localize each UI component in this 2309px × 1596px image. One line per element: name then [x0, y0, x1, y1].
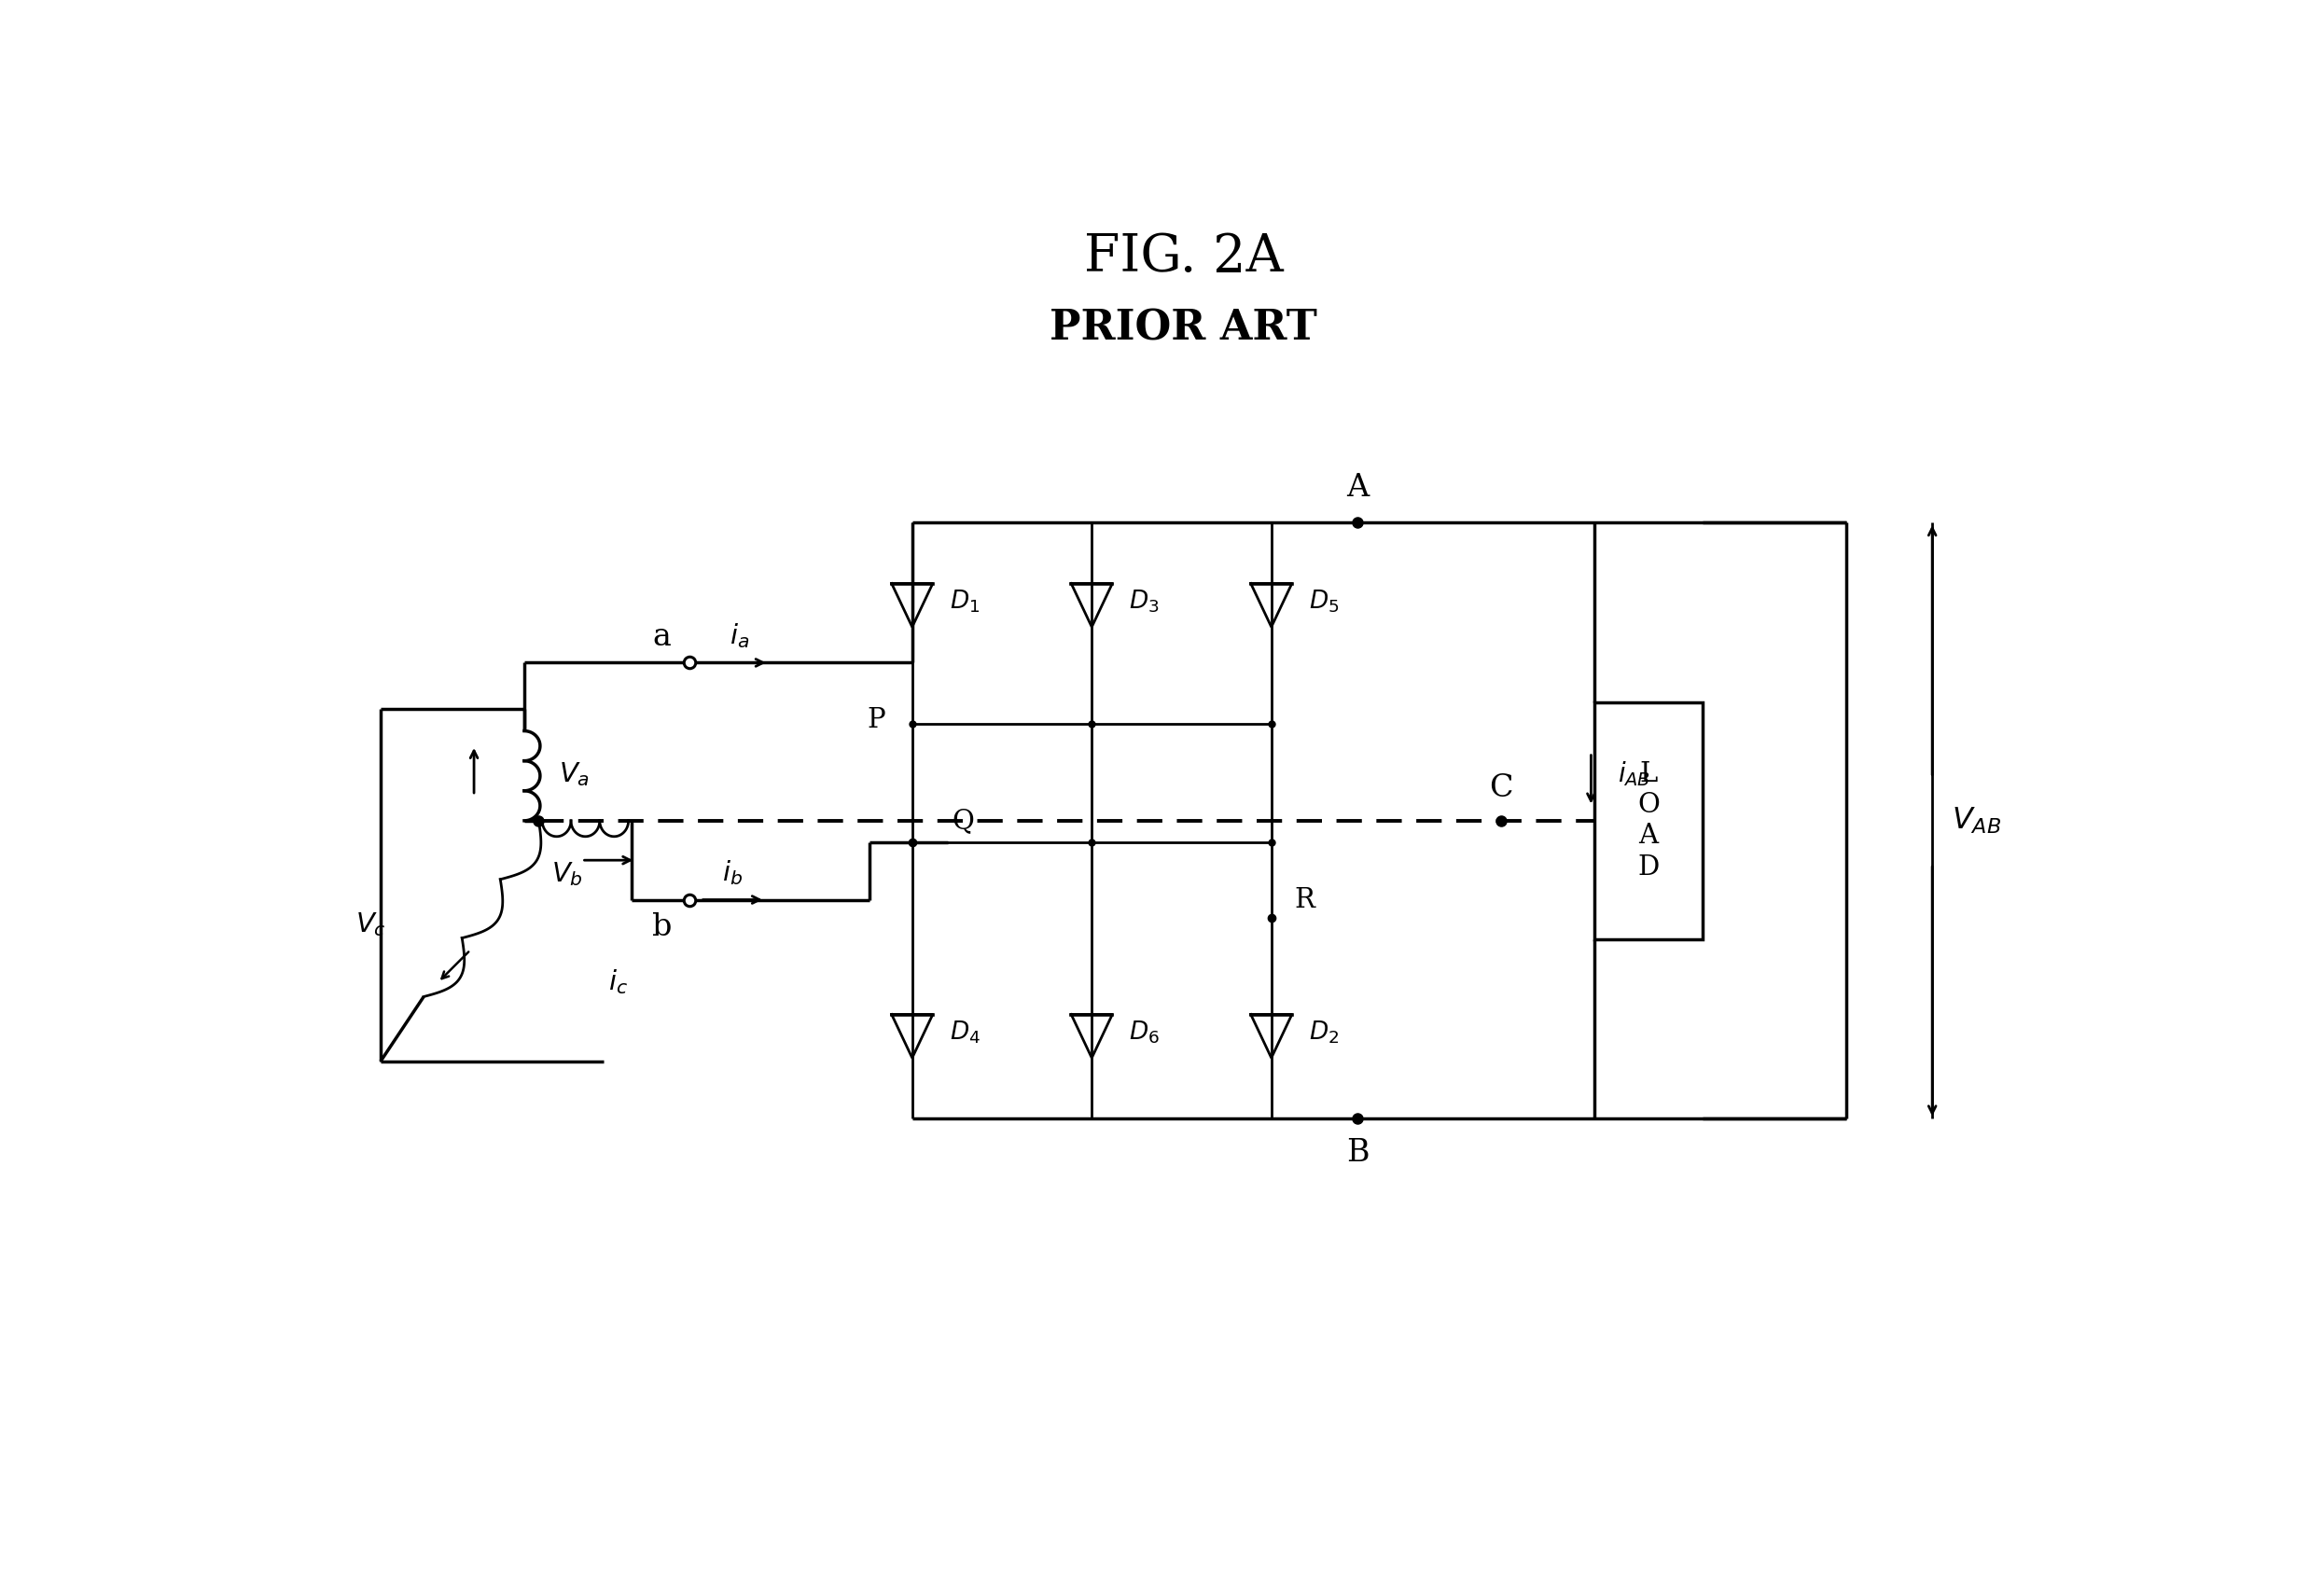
Text: PRIOR ART: PRIOR ART [1051, 308, 1316, 350]
Text: b: b [651, 911, 672, 942]
Text: $D_4$: $D_4$ [949, 1020, 981, 1045]
Text: C: C [1489, 774, 1512, 803]
Text: Q: Q [951, 808, 974, 833]
Text: A: A [1346, 474, 1369, 503]
Text: $V_{AB}$: $V_{AB}$ [1951, 806, 2002, 836]
Text: R: R [1295, 887, 1314, 913]
Text: O: O [1637, 792, 1660, 819]
Text: $V_a$: $V_a$ [559, 760, 591, 788]
Text: $i_{AB}$: $i_{AB}$ [1619, 760, 1651, 788]
Text: P: P [866, 707, 884, 733]
Text: $D_5$: $D_5$ [1309, 589, 1339, 614]
Text: L: L [1639, 761, 1658, 787]
Text: $V_b$: $V_b$ [552, 860, 584, 889]
Text: a: a [653, 622, 672, 653]
Text: $i_c$: $i_c$ [607, 967, 628, 996]
Text: $i_a$: $i_a$ [730, 621, 750, 650]
Text: A: A [1639, 824, 1658, 849]
Text: $D_2$: $D_2$ [1309, 1020, 1339, 1045]
Text: $D_6$: $D_6$ [1129, 1020, 1159, 1045]
Text: $V_c$: $V_c$ [356, 911, 386, 938]
Text: $i_b$: $i_b$ [723, 859, 743, 887]
Text: D: D [1637, 854, 1660, 881]
Text: FIG. 2A: FIG. 2A [1083, 231, 1284, 282]
Bar [1596, 702, 1702, 938]
Text: $D_1$: $D_1$ [949, 589, 979, 614]
Text: B: B [1346, 1138, 1369, 1168]
Text: $D_3$: $D_3$ [1129, 589, 1159, 614]
